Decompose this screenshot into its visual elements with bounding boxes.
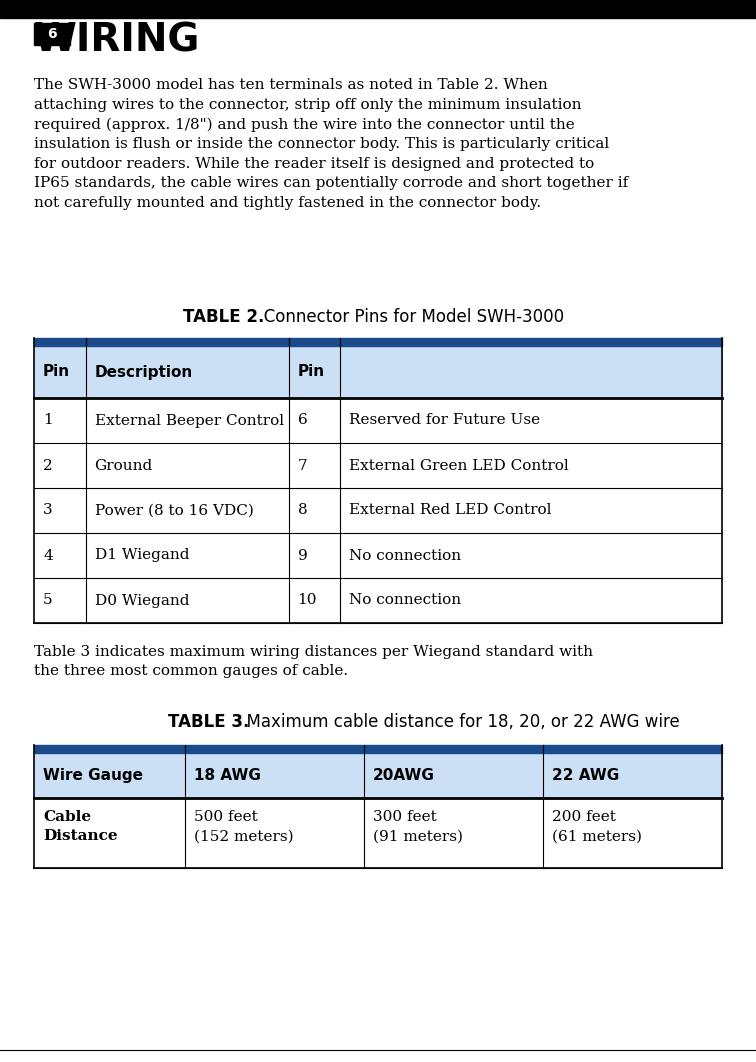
Text: 2: 2 (43, 459, 53, 473)
Text: External Red LED Control: External Red LED Control (349, 503, 552, 517)
Text: Description: Description (94, 364, 193, 379)
Text: Wire Gauge: Wire Gauge (43, 768, 143, 783)
Text: TABLE 3.: TABLE 3. (168, 713, 249, 731)
Bar (34, 398, 722, 443)
Bar (34, 443, 722, 489)
Bar (34, 746, 722, 753)
Text: 1: 1 (43, 413, 53, 428)
Text: 7: 7 (298, 459, 307, 473)
Bar (0, 0, 756, 18)
Text: 10: 10 (298, 594, 317, 607)
Text: 20AWG: 20AWG (373, 768, 435, 783)
Text: WIRING: WIRING (34, 22, 200, 59)
Text: 4: 4 (43, 548, 53, 563)
Text: 300 feet
(91 meters): 300 feet (91 meters) (373, 810, 463, 843)
Text: Connector Pins for Model SWH-3000: Connector Pins for Model SWH-3000 (248, 308, 564, 326)
Bar (34, 533, 722, 578)
Text: Ground: Ground (94, 459, 153, 473)
Bar (34, 753, 722, 798)
Text: 6: 6 (47, 27, 57, 41)
Bar (34, 578, 722, 623)
Text: D0 Wiegand: D0 Wiegand (94, 594, 189, 607)
Bar (34, 338, 722, 346)
Text: Table 3 indicates maximum wiring distances per Wiegand standard with
the three m: Table 3 indicates maximum wiring distanc… (34, 645, 593, 679)
Text: Reserved for Future Use: Reserved for Future Use (349, 413, 541, 428)
Text: No connection: No connection (349, 548, 461, 563)
Text: External Beeper Control: External Beeper Control (94, 413, 284, 428)
Text: Cable
Distance: Cable Distance (43, 810, 118, 843)
Text: Power (8 to 16 VDC): Power (8 to 16 VDC) (94, 503, 253, 517)
Bar (34, 489, 722, 533)
Text: Pin: Pin (298, 364, 324, 379)
Text: 22 AWG: 22 AWG (552, 768, 619, 783)
Bar (34, 798, 722, 868)
Text: No connection: No connection (349, 594, 461, 607)
Text: Maximum cable distance for 18, 20, or 22 AWG wire: Maximum cable distance for 18, 20, or 22… (236, 713, 680, 731)
Bar (34, 23, 70, 45)
Text: TABLE 2.: TABLE 2. (183, 308, 265, 326)
Text: D1 Wiegand: D1 Wiegand (94, 548, 189, 563)
Text: 5: 5 (43, 594, 53, 607)
Text: 18 AWG: 18 AWG (194, 768, 262, 783)
Text: Pin: Pin (43, 364, 70, 379)
Text: 3: 3 (43, 503, 53, 517)
Text: 6: 6 (298, 413, 307, 428)
Text: External Green LED Control: External Green LED Control (349, 459, 569, 473)
Text: 9: 9 (298, 548, 307, 563)
Text: 8: 8 (298, 503, 307, 517)
Bar (34, 346, 722, 398)
Text: 200 feet
(61 meters): 200 feet (61 meters) (552, 810, 642, 843)
Text: The SWH-3000 model has ten terminals as noted in Table 2. When
attaching wires t: The SWH-3000 model has ten terminals as … (34, 78, 628, 209)
Text: 500 feet
(152 meters): 500 feet (152 meters) (194, 810, 294, 843)
